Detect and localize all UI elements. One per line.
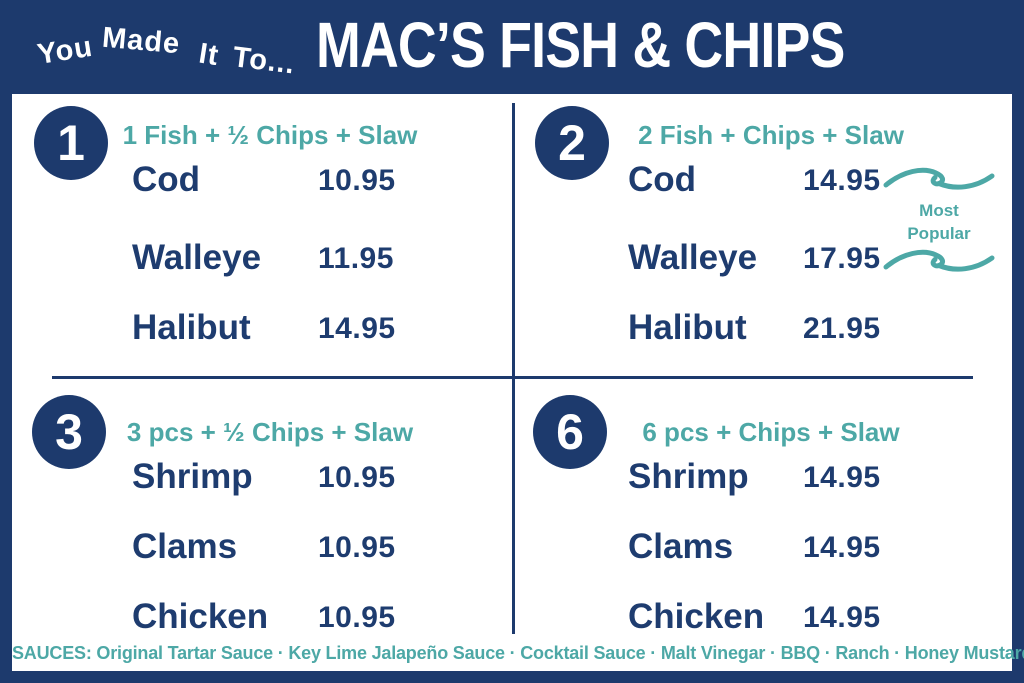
- tagline-word: It: [196, 37, 221, 73]
- tagline: You Made It To...: [35, 22, 316, 81]
- item-name: Chicken: [132, 597, 269, 636]
- item-price: 11.95: [318, 242, 394, 275]
- section-2-fish: 2 2 Fish + Chips + Slaw Cod 14.95 Walley…: [513, 94, 1012, 376]
- item-price: 14.95: [803, 164, 881, 197]
- item-price: 14.95: [803, 531, 881, 564]
- item-name: Chicken: [628, 597, 765, 636]
- combo-description: 6 pcs + Chips + Slaw: [642, 417, 900, 447]
- item-price: 21.95: [803, 312, 881, 345]
- header: You Made It To... MAC’S FISH & CHIPS: [0, 0, 1024, 94]
- item-price: 10.95: [318, 601, 396, 634]
- combo-description: 1 Fish + ½ Chips + Slaw: [122, 120, 418, 150]
- section-number: 2: [558, 115, 586, 171]
- horizontal-divider: [52, 376, 973, 379]
- item-name: Cod: [628, 160, 697, 199]
- tagline-word: To...: [230, 41, 297, 81]
- item-price: 14.95: [803, 461, 881, 494]
- item-price: 17.95: [803, 242, 881, 275]
- section-number-badge: 2: [535, 106, 609, 180]
- section-number-badge: 3: [32, 395, 106, 469]
- menu-item-row: Walleye 17.95: [513, 238, 1012, 278]
- section-3-pcs: 3 3 pcs + ½ Chips + Slaw Shrimp 10.95 Cl…: [12, 379, 513, 639]
- item-name: Walleye: [628, 238, 758, 277]
- section-number-badge: 6: [533, 395, 607, 469]
- menu-item-row: Shrimp 14.95: [513, 457, 1012, 497]
- item-name: Halibut: [628, 308, 747, 347]
- menu-item-row: Chicken 14.95: [513, 597, 1012, 637]
- menu-item-row: Halibut 21.95: [513, 308, 1012, 348]
- section-number-badge: 1: [34, 106, 108, 180]
- menu-item-row: Walleye 11.95: [12, 238, 513, 278]
- section-number: 1: [57, 115, 85, 171]
- section-1-fish: 1 1 Fish + ½ Chips + Slaw Cod 10.95 Wall…: [12, 94, 513, 376]
- menu-panel: 1 1 Fish + ½ Chips + Slaw Cod 10.95 Wall…: [12, 94, 1024, 671]
- item-name: Cod: [132, 160, 201, 199]
- item-price: 10.95: [318, 164, 396, 197]
- menu-item-row: Chicken 10.95: [12, 597, 513, 637]
- restaurant-title: MAC’S FISH & CHIPS: [316, 9, 845, 81]
- section-number: 6: [556, 404, 584, 460]
- tagline-word: Made: [100, 21, 182, 61]
- menu-item-row: Shrimp 10.95: [12, 457, 513, 497]
- most-popular-badge: Most Popular: [907, 201, 971, 243]
- combo-description: 3 pcs + ½ Chips + Slaw: [126, 417, 414, 447]
- menu-item-row: Clams 14.95: [513, 527, 1012, 567]
- item-name: Walleye: [132, 238, 262, 277]
- sauces-line: SAUCES: Original Tartar Sauce · Key Lime…: [12, 643, 1024, 663]
- wave-icon: [883, 249, 995, 272]
- menu-item-row: Cod 10.95: [12, 160, 513, 200]
- vertical-divider: [512, 103, 515, 634]
- item-price: 10.95: [318, 531, 396, 564]
- menu-item-row: Halibut 14.95: [12, 308, 513, 348]
- item-price: 10.95: [318, 461, 396, 494]
- section-6-pcs: 6 6 pcs + Chips + Slaw Shrimp 14.95 Clam…: [513, 379, 1012, 639]
- tagline-word: You: [35, 30, 96, 72]
- wave-icon: [883, 167, 995, 190]
- item-name: Halibut: [132, 308, 251, 347]
- item-name: Shrimp: [132, 457, 253, 496]
- combo-description: 2 Fish + Chips + Slaw: [638, 120, 904, 150]
- item-name: Clams: [628, 527, 734, 566]
- menu-item-row: Clams 10.95: [12, 527, 513, 567]
- item-price: 14.95: [318, 312, 396, 345]
- item-price: 14.95: [803, 601, 881, 634]
- item-name: Shrimp: [628, 457, 749, 496]
- section-number: 3: [55, 404, 83, 460]
- menu-item-row: Cod 14.95: [513, 160, 1012, 200]
- item-name: Clams: [132, 527, 238, 566]
